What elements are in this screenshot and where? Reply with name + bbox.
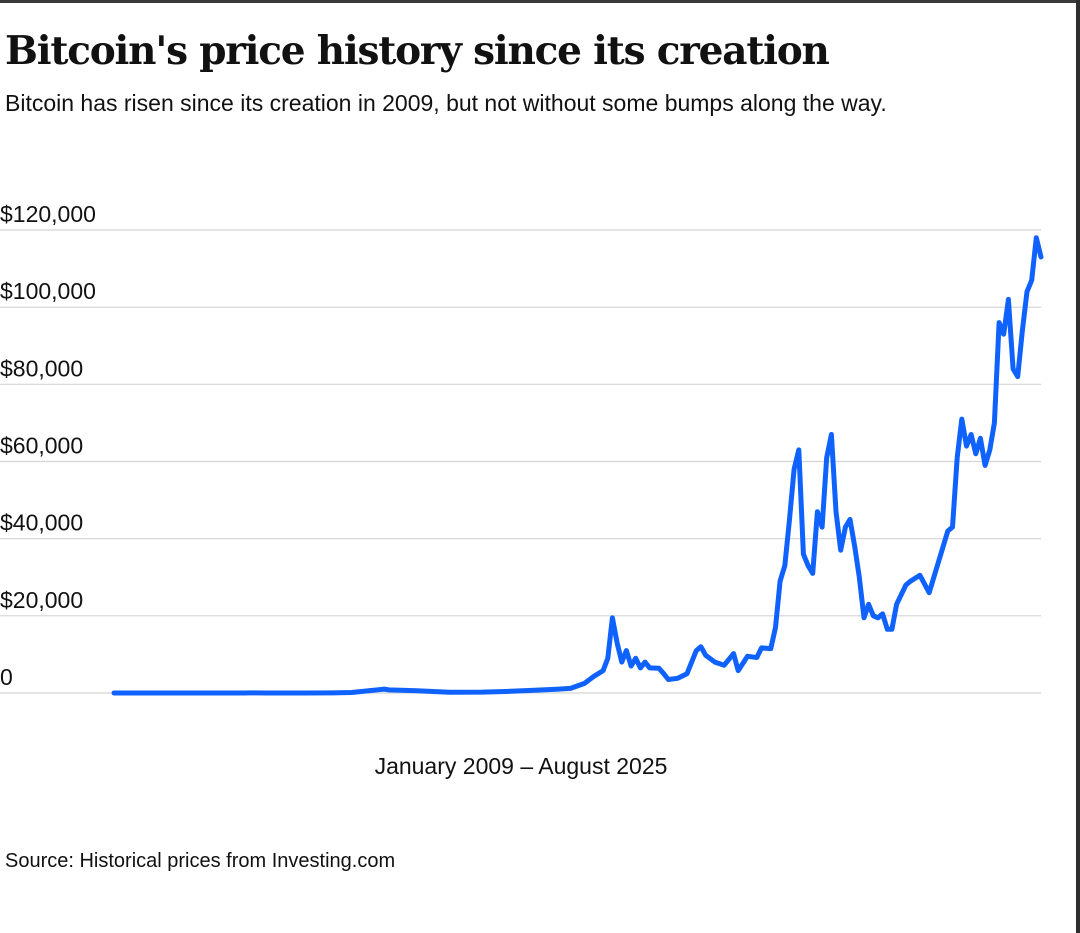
top-rule	[0, 0, 1080, 3]
y-tick-label: $100,000	[0, 278, 96, 304]
bitcoin-price-line	[111, 235, 1044, 696]
chart-title: Bitcoin's price history since its creati…	[5, 28, 830, 74]
right-edge	[1076, 0, 1080, 933]
y-tick-label: $120,000	[0, 201, 96, 227]
y-tick-label: 0	[0, 664, 13, 690]
price-chart: 0 $20,000 $40,000 $60,000 $80,000 $100,000 $12…	[0, 201, 1044, 779]
x-axis-label: January 2009 – August 2025	[375, 753, 668, 779]
source-note: Source: Historical prices from Investing…	[5, 850, 396, 872]
y-tick-label: $80,000	[0, 355, 83, 381]
line-series	[111, 235, 1044, 696]
y-tick-label: $60,000	[0, 433, 83, 459]
y-axis-ticks: 0 $20,000 $40,000 $60,000 $80,000 $100,000 $12…	[0, 201, 96, 690]
chart-subtitle: Bitcoin has risen since its creation in …	[5, 90, 887, 116]
gridlines	[0, 229, 1041, 694]
y-tick-label: $40,000	[0, 510, 83, 536]
y-tick-label: $20,000	[0, 587, 83, 613]
